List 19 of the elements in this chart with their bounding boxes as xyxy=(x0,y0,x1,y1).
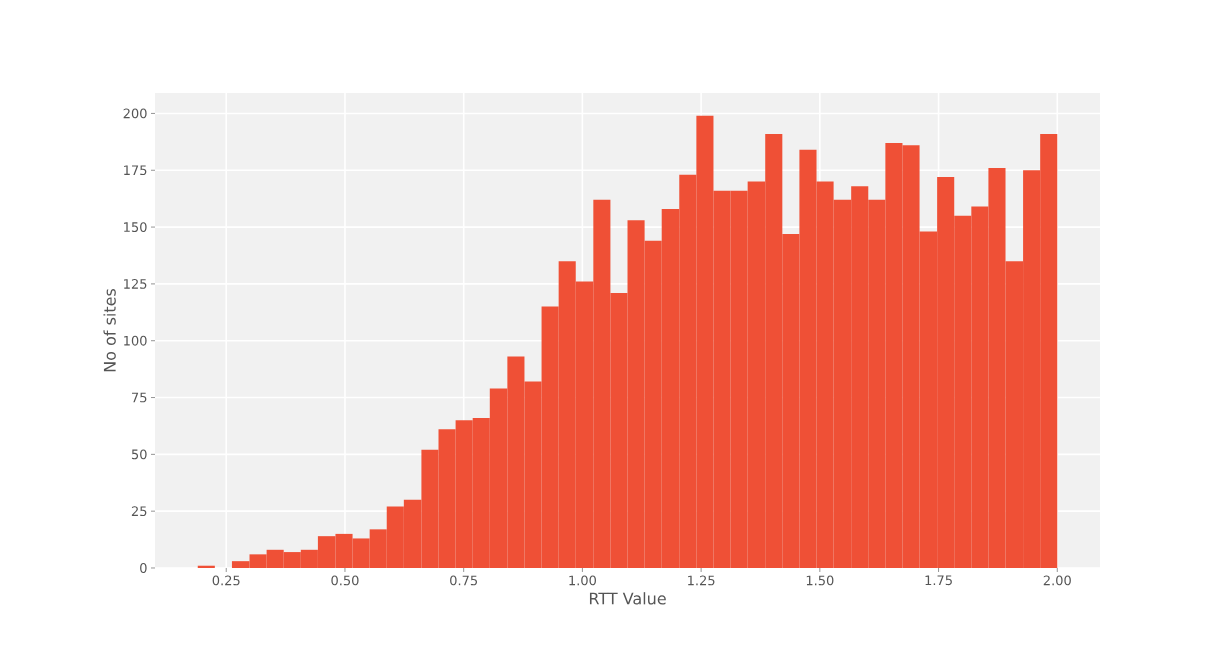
y-tick-label: 0 xyxy=(140,563,147,573)
y-tick-label: 125 xyxy=(124,278,147,289)
x-tick-label: 0.25 xyxy=(212,575,240,586)
y-tick-label: 25 xyxy=(131,506,147,517)
y-tick-label: 75 xyxy=(132,392,147,403)
y-axis-title: No of sites xyxy=(103,288,116,372)
y-tick-label: 50 xyxy=(131,449,147,460)
x-tick-label: 1.00 xyxy=(569,575,596,586)
y-tick-label: 100 xyxy=(124,335,147,346)
x-tick-label: 1.50 xyxy=(806,575,834,586)
x-axis-title: RTT Value xyxy=(589,592,666,605)
x-tick-label: 2.00 xyxy=(1043,575,1071,586)
x-tick-label: 0.50 xyxy=(331,575,359,586)
y-tick-label: 175 xyxy=(124,165,147,176)
y-tick-label: 200 xyxy=(123,108,147,119)
x-tick-label: 1.75 xyxy=(925,575,952,586)
x-tick-label: 1.25 xyxy=(688,575,715,586)
x-tick-label: 0.75 xyxy=(450,575,478,586)
y-tick-label: 150 xyxy=(124,222,147,232)
